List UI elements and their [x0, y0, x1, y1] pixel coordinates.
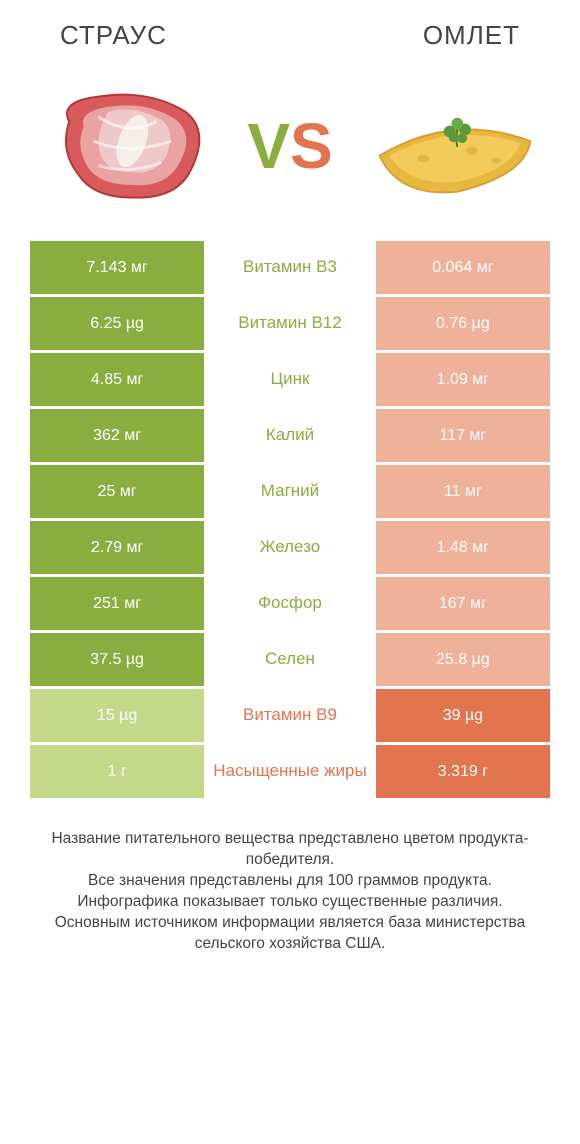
left-product-image [40, 81, 215, 211]
footer-line-2: Все значения представлены для 100 граммо… [40, 871, 540, 892]
footer-notes: Название питательного вещества представл… [30, 801, 550, 955]
left-value: 25 мг [30, 465, 204, 518]
vs-label: VS [247, 114, 332, 178]
table-row: 4.85 мгЦинк1.09 мг [30, 353, 550, 409]
left-value: 4.85 мг [30, 353, 204, 406]
hero-row: VS [30, 71, 550, 241]
right-value: 0.76 µg [376, 297, 550, 350]
nutrient-name: Калий [204, 409, 376, 462]
table-row: 15 µgВитамин B939 µg [30, 689, 550, 745]
left-value: 1 г [30, 745, 204, 798]
nutrient-name: Витамин B9 [204, 689, 376, 742]
right-value: 25.8 µg [376, 633, 550, 686]
table-row: 1 гНасыщенные жиры3.319 г [30, 745, 550, 801]
left-value: 6.25 µg [30, 297, 204, 350]
table-row: 251 мгФосфор167 мг [30, 577, 550, 633]
left-value: 2.79 мг [30, 521, 204, 574]
right-value: 1.09 мг [376, 353, 550, 406]
left-value: 7.143 мг [30, 241, 204, 294]
nutrient-name: Магний [204, 465, 376, 518]
left-value: 251 мг [30, 577, 204, 630]
nutrient-name: Фосфор [204, 577, 376, 630]
right-value: 117 мг [376, 409, 550, 462]
table-row: 25 мгМагний11 мг [30, 465, 550, 521]
table-row: 37.5 µgСелен25.8 µg [30, 633, 550, 689]
nutrient-name: Селен [204, 633, 376, 686]
nutrient-name: Железо [204, 521, 376, 574]
nutrient-name: Витамин B12 [204, 297, 376, 350]
table-row: 362 мгКалий117 мг [30, 409, 550, 465]
left-value: 37.5 µg [30, 633, 204, 686]
table-row: 7.143 мгВитамин B30.064 мг [30, 241, 550, 297]
table-row: 6.25 µgВитамин B120.76 µg [30, 297, 550, 353]
footer-line-1: Название питательного вещества представл… [40, 829, 540, 871]
left-value: 362 мг [30, 409, 204, 462]
right-value: 167 мг [376, 577, 550, 630]
steak-icon [40, 81, 215, 211]
right-value: 39 µg [376, 689, 550, 742]
vs-s: S [290, 110, 333, 182]
header-titles: СТРАУС ОМЛЕТ [30, 20, 550, 51]
right-value: 3.319 г [376, 745, 550, 798]
vs-v: V [247, 110, 290, 182]
right-value: 11 мг [376, 465, 550, 518]
nutrient-name: Витамин B3 [204, 241, 376, 294]
right-product-title: ОМЛЕТ [423, 20, 520, 51]
nutrient-table: 7.143 мгВитамин B30.064 мг6.25 µgВитамин… [30, 241, 550, 801]
footer-line-3: Инфографика показывает только существенн… [40, 892, 540, 913]
nutrient-name: Цинк [204, 353, 376, 406]
left-value: 15 µg [30, 689, 204, 742]
footer-line-4: Основным источником информации является … [40, 913, 540, 955]
right-value: 0.064 мг [376, 241, 550, 294]
nutrient-name: Насыщенные жиры [204, 745, 376, 798]
omelet-icon [365, 81, 540, 211]
left-product-title: СТРАУС [60, 20, 167, 51]
right-value: 1.48 мг [376, 521, 550, 574]
right-product-image [365, 81, 540, 211]
table-row: 2.79 мгЖелезо1.48 мг [30, 521, 550, 577]
